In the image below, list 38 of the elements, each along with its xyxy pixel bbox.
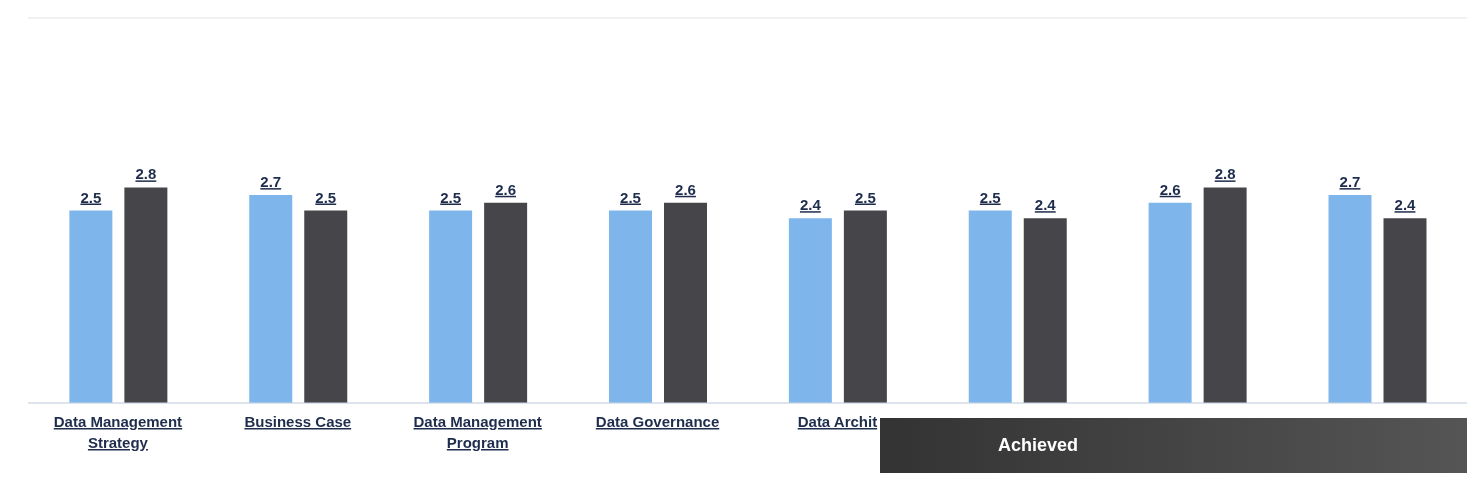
- data-label: 2.6: [675, 180, 696, 198]
- bar: [1148, 202, 1192, 403]
- bar: [429, 210, 473, 403]
- data-label: 2.8: [1214, 165, 1236, 183]
- data-label: 2.5: [620, 188, 641, 206]
- data-label: 2.5: [80, 188, 102, 206]
- x-tick-label: Data Governance: [595, 413, 720, 430]
- bar: [788, 218, 832, 403]
- data-label: 2.6: [1159, 180, 1181, 198]
- bar: [124, 187, 168, 403]
- bar: [609, 210, 652, 403]
- data-label: 2.7: [260, 173, 282, 191]
- data-label: 2.4: [1034, 196, 1057, 214]
- data-label: 2.5: [854, 188, 876, 206]
- bar: [1328, 195, 1372, 403]
- data-label: 2.5: [315, 188, 337, 206]
- data-label: 2.5: [440, 188, 462, 206]
- x-tick-label: Data Archit: [797, 413, 878, 430]
- bar: [249, 195, 293, 403]
- bar: [843, 210, 887, 403]
- dark-panel: Achieved: [880, 418, 1467, 473]
- data-label: 2.6: [495, 180, 517, 198]
- bar: [1023, 218, 1067, 403]
- x-tick-label: Data Management Strategy: [53, 413, 183, 451]
- bar: [484, 202, 528, 403]
- data-label: 2.5: [979, 188, 1001, 206]
- bar: [69, 210, 113, 403]
- bar: [1383, 218, 1427, 403]
- x-tick-label: Data Management Program: [413, 413, 542, 451]
- bar: [304, 210, 348, 403]
- data-label: 2.4: [1394, 196, 1417, 214]
- x-tick-label: Business Case: [244, 413, 352, 430]
- data-label: 2.7: [1339, 173, 1361, 191]
- data-label: 2.4: [799, 196, 822, 214]
- bar: [1203, 187, 1247, 403]
- data-label: 2.8: [135, 165, 157, 183]
- bar: [664, 202, 707, 403]
- bar: [968, 210, 1012, 403]
